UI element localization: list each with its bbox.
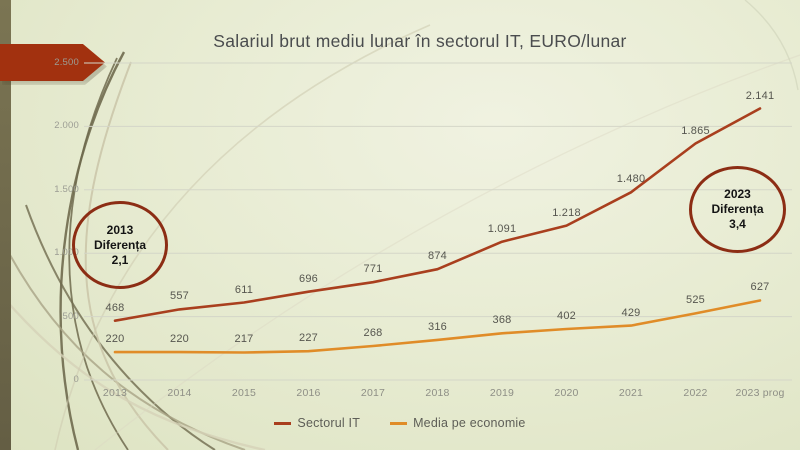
x-axis-category-label: 2022 <box>683 387 708 399</box>
data-label-series-0: 696 <box>299 272 318 285</box>
annotation-value: 3,4 <box>729 217 746 231</box>
data-label-series-1: 368 <box>492 314 512 327</box>
data-label-series-0: 771 <box>363 263 383 276</box>
x-axis-category-label: 2023 prog <box>735 387 785 399</box>
grass-blade <box>3 297 266 450</box>
legend-item-sectorul-it: Sectorul IT <box>274 416 360 430</box>
data-label-series-0: 557 <box>170 290 189 303</box>
data-label-series-1: 220 <box>105 333 125 346</box>
grass-blade <box>54 24 431 450</box>
annotation-value: 2,1 <box>111 252 129 267</box>
legend-label: Sectorul IT <box>297 416 361 430</box>
y-axis-tick-label: 1.500 <box>54 183 79 195</box>
grass-blade <box>744 0 799 91</box>
series-line-1 <box>113 299 762 354</box>
slide-title: Salariul brut mediu lunar în sectorul IT… <box>213 31 627 51</box>
grass-blade <box>94 54 800 450</box>
annotation-label: Diferența <box>711 202 764 216</box>
data-label-series-0: 468 <box>105 301 125 314</box>
data-label-series-1: 402 <box>557 310 576 323</box>
x-axis-category-label: 2019 <box>489 387 515 399</box>
y-axis-tick-label: 2.000 <box>54 120 79 132</box>
legend-item-media-pe-economie: Media pe economie <box>390 416 526 430</box>
data-label-series-1: 268 <box>363 327 383 340</box>
annotation-year: 2023 <box>724 187 751 201</box>
x-axis-category-label: 2013 <box>102 387 128 399</box>
x-axis-category-label: 2020 <box>554 387 579 399</box>
y-axis-tick-label: 0 <box>73 374 79 385</box>
series-line-0 <box>113 107 762 323</box>
data-label-series-0: 874 <box>428 250 447 263</box>
x-axis-category-label: 2016 <box>296 387 321 399</box>
data-label-series-1: 227 <box>299 332 318 345</box>
x-axis-category-label: 2014 <box>167 387 192 399</box>
annotation-circle-2013: 2013 Diferența 2,1 <box>72 201 168 289</box>
annotation-circle-2023: 2023 Diferența 3,4 <box>689 166 786 253</box>
y-axis-tick-label: 500 <box>62 310 79 322</box>
grass-blade <box>59 51 126 450</box>
legend-line-swatch-it <box>274 421 292 425</box>
data-label-series-0: 1.218 <box>552 206 581 219</box>
data-label-series-1: 627 <box>750 281 770 294</box>
x-axis-category-label: 2017 <box>360 387 386 399</box>
y-axis-tick-label: 2.500 <box>54 57 79 68</box>
data-label-series-0: 611 <box>234 283 254 296</box>
y-axis-tick-label: 1.000 <box>54 247 79 259</box>
data-label-series-1: 429 <box>621 306 641 319</box>
left-edge-bar <box>0 0 11 450</box>
data-label-series-0: 1.865 <box>681 124 710 137</box>
data-label-series-0: 1.480 <box>616 173 646 186</box>
annotation-year: 2013 <box>106 222 134 237</box>
data-label-series-1: 217 <box>234 333 254 346</box>
grass-blade <box>68 57 129 450</box>
annotation-label: Diferența <box>93 237 146 252</box>
legend-label: Media pe economie <box>413 416 526 430</box>
data-label-series-0: 1.091 <box>487 222 517 235</box>
chart-legend: Sectorul IT Media pe economie <box>0 412 800 434</box>
data-label-series-1: 220 <box>170 333 189 346</box>
x-axis-category-label: 2021 <box>618 387 644 399</box>
data-label-series-1: 316 <box>428 320 447 333</box>
data-label-series-1: 525 <box>686 294 705 307</box>
x-axis-category-label: 2015 <box>231 387 257 399</box>
x-axis-category-label: 2018 <box>425 387 450 399</box>
data-label-series-0: 2.141 <box>745 89 775 102</box>
legend-line-swatch-media <box>390 421 408 425</box>
